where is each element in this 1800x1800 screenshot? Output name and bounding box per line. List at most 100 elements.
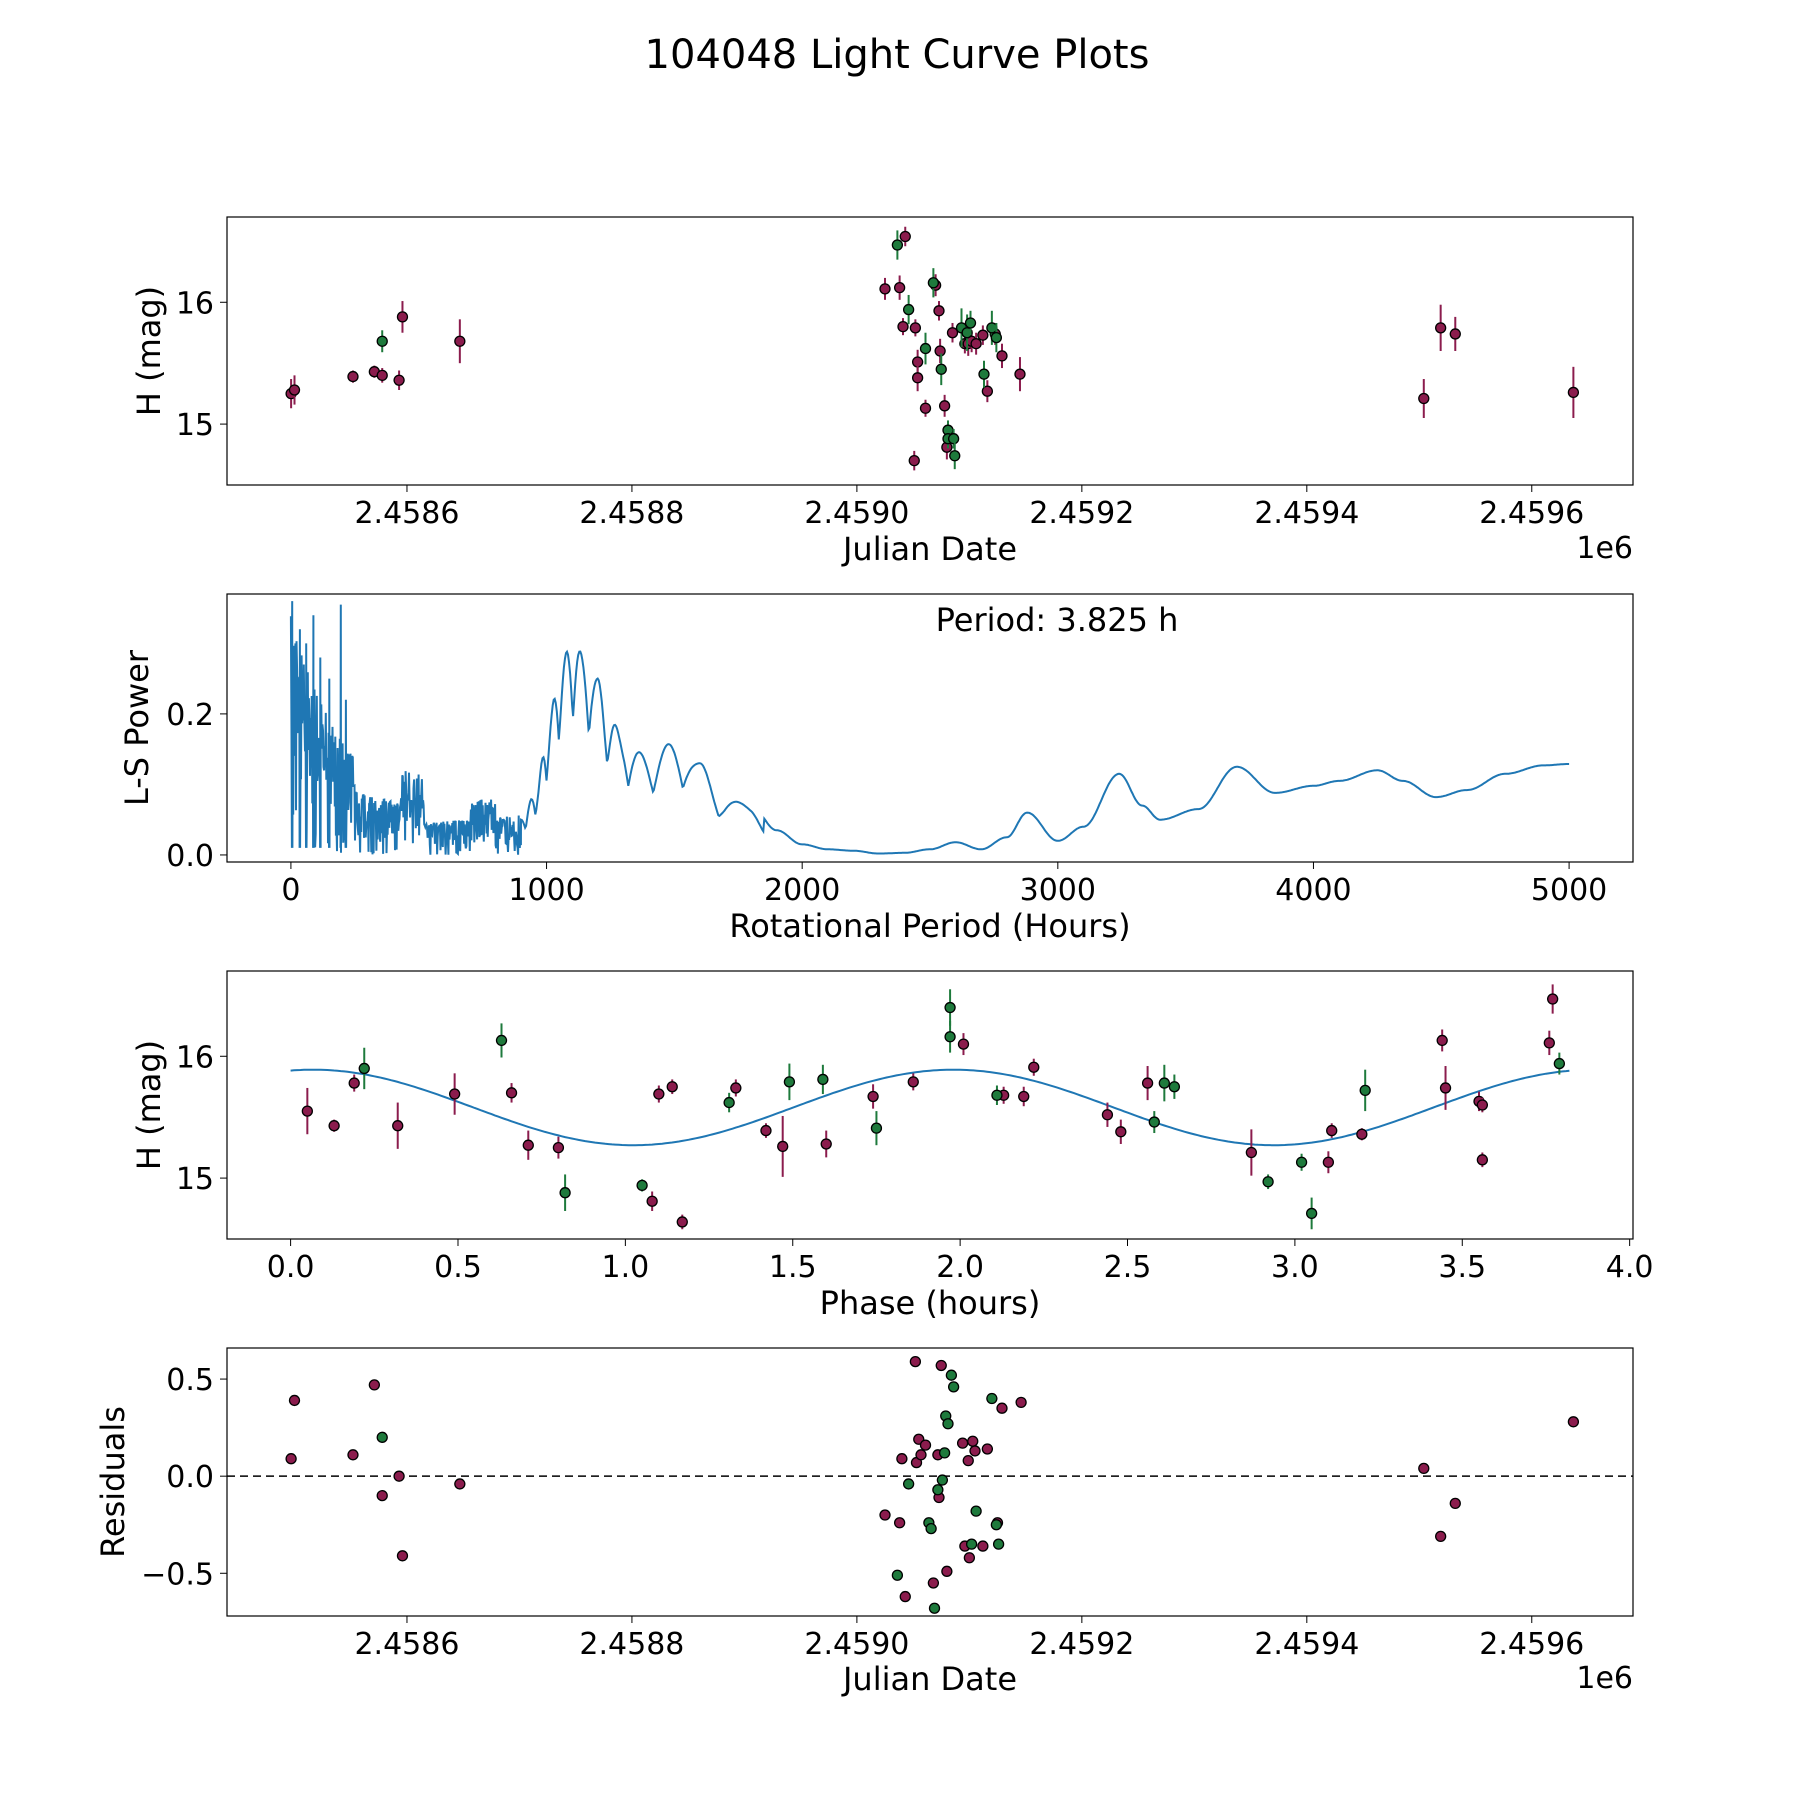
data-point bbox=[396, 1550, 409, 1562]
data-point bbox=[1158, 1077, 1170, 1089]
data-point bbox=[981, 385, 994, 397]
data-point bbox=[392, 1120, 404, 1132]
data-point bbox=[1322, 1156, 1335, 1168]
phased-ytick-label: 15 bbox=[176, 1162, 214, 1197]
panel-lightcurve: 2.4586 2.4588 2.4590 2.4592 2.4594 2.4596 15 16… bbox=[130, 216, 1634, 568]
data-point bbox=[1359, 1084, 1371, 1097]
data-point bbox=[1028, 1061, 1040, 1073]
data-point bbox=[893, 1517, 906, 1529]
data-point bbox=[947, 1381, 960, 1393]
phased-xtick-label: 4.0 bbox=[1606, 1250, 1654, 1285]
data-point bbox=[347, 370, 359, 383]
residuals-ticks: 2.4586 2.4588 2.4590 2.4592 2.4594 2.4596 −0.5… bbox=[141, 1363, 1584, 1662]
lightcurve-xtick-label: 2.4594 bbox=[1254, 496, 1359, 531]
data-point bbox=[820, 1138, 832, 1150]
data-point bbox=[967, 1435, 979, 1447]
data-point bbox=[956, 1437, 969, 1449]
panel-phased: 0.0 0.5 1.0 1.5 2.0 2.5 3.0 3.5 4.0 15 16 Phase (h… bbox=[130, 970, 1654, 1322]
data-point bbox=[328, 1120, 340, 1132]
periodogram-xtick-label: 1000 bbox=[508, 873, 584, 908]
phased-xtick-label: 0.5 bbox=[434, 1250, 482, 1285]
residuals-x-offset-text: 1e6 bbox=[1576, 1661, 1633, 1696]
data-point bbox=[919, 1439, 932, 1451]
data-point bbox=[817, 1073, 829, 1086]
data-point bbox=[879, 1509, 891, 1521]
data-point bbox=[933, 305, 945, 317]
data-point bbox=[965, 1538, 978, 1550]
data-point bbox=[902, 1478, 915, 1490]
lightcurve-marks bbox=[285, 226, 1580, 471]
data-point bbox=[970, 1505, 982, 1517]
data-point bbox=[928, 1602, 941, 1614]
periodogram-xtick-label: 2000 bbox=[764, 873, 840, 908]
data-point bbox=[1295, 1156, 1308, 1168]
periodogram-axes-frame bbox=[226, 593, 1634, 863]
data-point bbox=[977, 329, 989, 341]
power-curve bbox=[289, 601, 1570, 857]
data-point bbox=[1449, 328, 1461, 340]
data-point bbox=[970, 338, 982, 350]
data-point bbox=[927, 277, 940, 289]
panel-periodogram: 0 1000 2000 3000 4000 5000 0.0 0.2 Rotational P… bbox=[118, 593, 1634, 945]
data-point bbox=[676, 1216, 688, 1228]
phased-xlabel: Phase (hours) bbox=[820, 1284, 1041, 1322]
periodogram-ticks: 0 1000 2000 3000 4000 5000 0.0 0.2 bbox=[166, 698, 1607, 908]
data-point bbox=[730, 1082, 742, 1094]
data-point bbox=[1418, 392, 1430, 405]
data-point bbox=[927, 1577, 940, 1589]
residuals-xtick-label: 2.4590 bbox=[804, 1627, 909, 1662]
data-point bbox=[646, 1195, 658, 1207]
data-point bbox=[919, 402, 932, 414]
data-point bbox=[891, 239, 904, 251]
data-point bbox=[986, 1392, 998, 1405]
data-point bbox=[1567, 1416, 1580, 1428]
residuals-xtick-label: 2.4594 bbox=[1254, 1627, 1359, 1662]
residuals-ytick-label: 0.5 bbox=[166, 1363, 214, 1398]
periodogram-xtick-label: 4000 bbox=[1275, 873, 1351, 908]
data-point bbox=[945, 1369, 958, 1381]
panel-residuals: 2.4586 2.4588 2.4590 2.4592 2.4594 2.4596 −0.5… bbox=[94, 1347, 1634, 1698]
periodogram-ylabel: L-S Power bbox=[118, 649, 156, 806]
data-point bbox=[957, 1038, 970, 1050]
phased-xtick-label: 1.0 bbox=[602, 1250, 650, 1285]
data-point bbox=[1148, 1116, 1160, 1128]
lightcurve-ylabel: H (mag) bbox=[130, 286, 168, 416]
data-point bbox=[962, 1454, 974, 1467]
data-point bbox=[925, 1522, 937, 1535]
data-point bbox=[870, 1122, 883, 1134]
lightcurve-xlabel: Julian Date bbox=[841, 530, 1017, 568]
data-point bbox=[1439, 1082, 1452, 1094]
lightcurve-ytick-label: 16 bbox=[176, 286, 214, 321]
residuals-axes-frame bbox=[226, 1347, 1634, 1617]
data-point bbox=[1476, 1099, 1489, 1111]
data-point bbox=[454, 335, 466, 347]
data-point bbox=[1449, 1497, 1461, 1510]
phased-xtick-label: 3.5 bbox=[1438, 1250, 1486, 1285]
data-point bbox=[932, 1484, 944, 1496]
data-point bbox=[891, 1569, 904, 1581]
data-point bbox=[963, 1552, 976, 1564]
lightcurve-ytick-label: 15 bbox=[176, 408, 214, 443]
data-point bbox=[981, 1443, 994, 1455]
data-point bbox=[559, 1187, 571, 1199]
data-point bbox=[944, 1001, 956, 1014]
periodogram-ytick-label: 0.0 bbox=[166, 839, 214, 874]
data-point bbox=[723, 1096, 735, 1109]
lightcurve-xtick-label: 2.4592 bbox=[1029, 496, 1134, 531]
data-point bbox=[919, 342, 932, 355]
data-point bbox=[944, 1031, 956, 1043]
residuals-xtick-label: 2.4588 bbox=[579, 1627, 684, 1662]
data-point bbox=[783, 1076, 796, 1088]
data-point bbox=[1018, 1090, 1030, 1103]
data-point bbox=[990, 1519, 1003, 1531]
data-point bbox=[454, 1478, 466, 1490]
data-point bbox=[969, 1445, 981, 1457]
phased-marks bbox=[290, 984, 1570, 1230]
data-point bbox=[947, 433, 960, 445]
data-point bbox=[1356, 1128, 1368, 1140]
data-point bbox=[448, 1088, 461, 1100]
data-point bbox=[376, 369, 388, 382]
data-point bbox=[376, 1431, 388, 1443]
data-point bbox=[1553, 1057, 1566, 1070]
residuals-ylabel: Residuals bbox=[94, 1406, 132, 1558]
